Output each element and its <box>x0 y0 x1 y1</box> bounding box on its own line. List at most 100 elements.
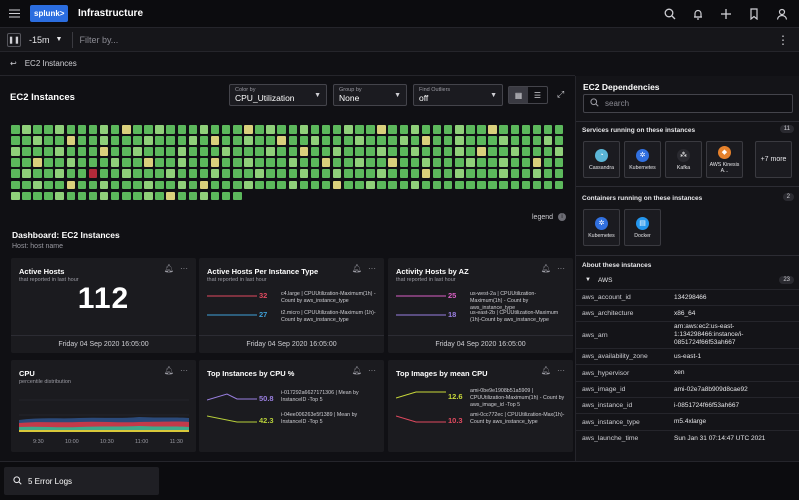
breadcrumb-label[interactable]: EC2 Instances <box>24 59 77 68</box>
instance-cell[interactable] <box>133 136 142 145</box>
instance-cell[interactable] <box>410 158 420 167</box>
instance-cell[interactable] <box>299 147 309 156</box>
instance-cell[interactable] <box>399 158 409 167</box>
instance-cell[interactable] <box>366 125 375 134</box>
instance-cell[interactable] <box>521 180 531 190</box>
instance-cell[interactable] <box>99 191 109 201</box>
instance-cell[interactable] <box>66 125 76 134</box>
instance-cell[interactable] <box>488 169 497 178</box>
instance-cell[interactable] <box>255 169 264 178</box>
instance-cell[interactable] <box>177 147 187 156</box>
instance-cell[interactable] <box>377 158 386 167</box>
instance-cell[interactable] <box>144 169 153 178</box>
instance-cell[interactable] <box>188 158 198 167</box>
instance-cell[interactable] <box>277 136 286 145</box>
instance-cell[interactable] <box>310 136 320 145</box>
instance-cell[interactable] <box>166 191 175 201</box>
instance-cell[interactable] <box>233 147 242 156</box>
instance-cell[interactable] <box>432 136 442 145</box>
instance-cell[interactable] <box>421 125 431 134</box>
instance-cell[interactable] <box>432 180 442 190</box>
instance-cell[interactable] <box>532 158 542 167</box>
service-kafka[interactable]: ⁂ Kafka <box>665 141 702 178</box>
instance-cell[interactable] <box>332 158 342 167</box>
instance-cell[interactable] <box>377 180 386 190</box>
instance-cell[interactable] <box>66 180 76 190</box>
instance-cell[interactable] <box>288 180 298 190</box>
instance-cell[interactable] <box>488 136 497 145</box>
instance-cell[interactable] <box>321 125 331 134</box>
instance-cell[interactable] <box>466 147 475 156</box>
instance-cell[interactable] <box>44 191 53 201</box>
group-by-dropdown[interactable]: Group by None ▼ <box>333 84 407 106</box>
instance-cell[interactable] <box>155 158 164 167</box>
instance-cell[interactable] <box>554 169 564 178</box>
container-docker[interactable]: ▤ Docker <box>624 209 661 246</box>
instance-cell[interactable] <box>410 147 420 156</box>
instance-cell[interactable] <box>543 169 553 178</box>
instance-cell[interactable] <box>455 125 464 134</box>
instance-cell[interactable] <box>510 125 520 134</box>
instance-cell[interactable] <box>177 191 187 201</box>
instance-cell[interactable] <box>421 147 431 156</box>
more-icon[interactable]: ··· <box>557 366 565 375</box>
instance-cell[interactable] <box>521 158 531 167</box>
instance-cell[interactable] <box>344 136 353 145</box>
instance-cell[interactable] <box>66 191 76 201</box>
instance-cell[interactable] <box>11 191 20 201</box>
instance-cell[interactable] <box>277 125 286 134</box>
instance-cell[interactable] <box>521 147 531 156</box>
instance-cell[interactable] <box>210 180 220 190</box>
instance-cell[interactable] <box>432 125 442 134</box>
instance-cell[interactable] <box>455 169 464 178</box>
instance-cell[interactable] <box>33 169 42 178</box>
instance-cell[interactable] <box>233 125 242 134</box>
bell-icon[interactable]: 🔔︎ <box>163 264 174 273</box>
instance-cell[interactable] <box>288 169 298 178</box>
instance-cell[interactable] <box>166 169 175 178</box>
instance-cell[interactable] <box>277 180 286 190</box>
instance-cell[interactable] <box>77 180 87 190</box>
instance-cell[interactable] <box>77 191 87 201</box>
instance-cell[interactable] <box>166 158 175 167</box>
more-icon[interactable]: ··· <box>180 366 188 375</box>
instance-cell[interactable] <box>554 147 564 156</box>
instance-cell[interactable] <box>266 169 275 178</box>
instance-cell[interactable] <box>344 147 353 156</box>
instance-cell[interactable] <box>299 136 309 145</box>
instance-cell[interactable] <box>543 180 553 190</box>
instance-cell[interactable] <box>344 125 353 134</box>
instance-cell[interactable] <box>366 147 375 156</box>
instance-cell[interactable] <box>344 180 353 190</box>
instance-cell[interactable] <box>543 136 553 145</box>
instance-cell[interactable] <box>11 125 20 134</box>
time-range-selector[interactable]: -15m ▼ <box>29 35 62 45</box>
instance-cell[interactable] <box>244 180 253 190</box>
instance-cell[interactable] <box>55 169 64 178</box>
instance-cell[interactable] <box>233 180 242 190</box>
instance-cell[interactable] <box>366 169 375 178</box>
instance-cell[interactable] <box>532 147 542 156</box>
instance-cell[interactable] <box>377 169 386 178</box>
instance-cell[interactable] <box>510 158 520 167</box>
instance-cell[interactable] <box>355 169 364 178</box>
instance-cell[interactable] <box>166 136 175 145</box>
instance-cell[interactable] <box>22 158 31 167</box>
instance-cell[interactable] <box>421 169 431 178</box>
bell-icon[interactable]: 🔔︎ <box>351 264 362 273</box>
instance-cell[interactable] <box>22 169 31 178</box>
instance-cell[interactable] <box>177 125 187 134</box>
more-services-button[interactable]: +7 more <box>755 141 792 178</box>
instance-cell[interactable] <box>155 191 164 201</box>
instance-cell[interactable] <box>288 125 298 134</box>
instance-cell[interactable] <box>355 136 364 145</box>
instance-cell[interactable] <box>543 125 553 134</box>
pause-button[interactable]: ❚❚ <box>7 32 21 47</box>
instance-cell[interactable] <box>44 136 53 145</box>
instance-cell[interactable] <box>110 180 120 190</box>
instance-cell[interactable] <box>221 191 231 201</box>
instance-cell[interactable] <box>466 158 475 167</box>
instance-cell[interactable] <box>210 169 220 178</box>
service-kubernetes[interactable]: ✲ Kubernetes <box>624 141 661 178</box>
instance-cell[interactable] <box>255 125 264 134</box>
